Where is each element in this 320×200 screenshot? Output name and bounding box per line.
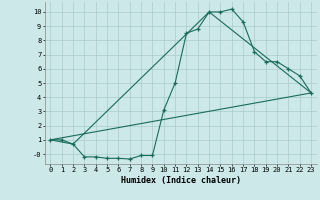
X-axis label: Humidex (Indice chaleur): Humidex (Indice chaleur) [121,176,241,185]
